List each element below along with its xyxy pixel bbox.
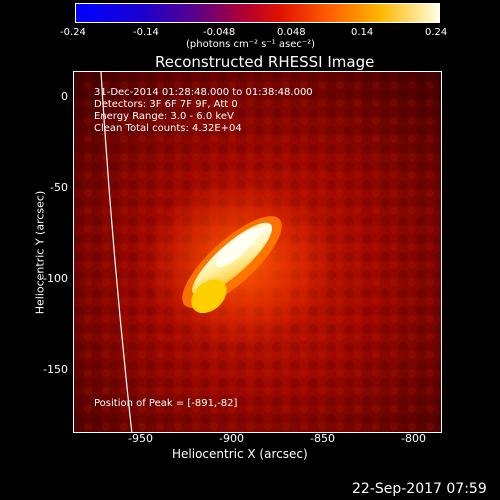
annotation-energy: Energy Range: 3.0 - 6.0 keV [94,111,234,122]
y-tick-label: -100 [43,272,68,285]
colorbar-units: (photons cm⁻² s⁻¹ asec⁻²) [186,39,316,50]
annotation-detectors: Detectors: 3F 6F 7F 9F, Att 0 [94,99,238,110]
image-plot: 31-Dec-2014 01:28:48.000 to 01:38:48.000… [73,71,442,433]
x-tick-label: -900 [219,432,244,445]
x-tick-label: -800 [401,432,426,445]
x-tick-label: -850 [310,432,335,445]
colorbar-tick: -0.14 [133,27,159,38]
colorbar-tick: -0.24 [60,27,86,38]
annotation-time-range: 31-Dec-2014 01:28:48.000 to 01:38:48.000 [94,87,313,98]
date-stamp: 22-Sep-2017 07:59 [352,481,487,497]
annotation-clean: Clean Total counts: 4.32E+04 [94,123,242,134]
x-tick-label: -950 [128,432,153,445]
colorbar-tick: 0.24 [425,27,448,38]
colorbar-tick: 0.048 [277,27,306,38]
y-axis-label: Heliocentric Y (arcsec) [33,190,47,315]
y-tick-label: 0 [61,90,68,103]
colorbar-tick: -0.048 [203,27,236,38]
x-axis-label: Heliocentric X (arcsec) [172,447,308,461]
solar-limb-line [100,72,133,432]
rhessi-image [74,72,441,432]
source-blob [182,216,282,314]
colorbar-gradient [76,4,439,22]
colorbar [75,3,440,23]
plot-title: Reconstructed RHESSI Image [155,53,375,71]
annotation-peak-position: Position of Peak = [-891,-82] [94,398,238,409]
colorbar-tick: 0.14 [351,27,374,38]
y-tick-label: -150 [43,363,68,376]
y-tick-label: -50 [50,181,68,194]
